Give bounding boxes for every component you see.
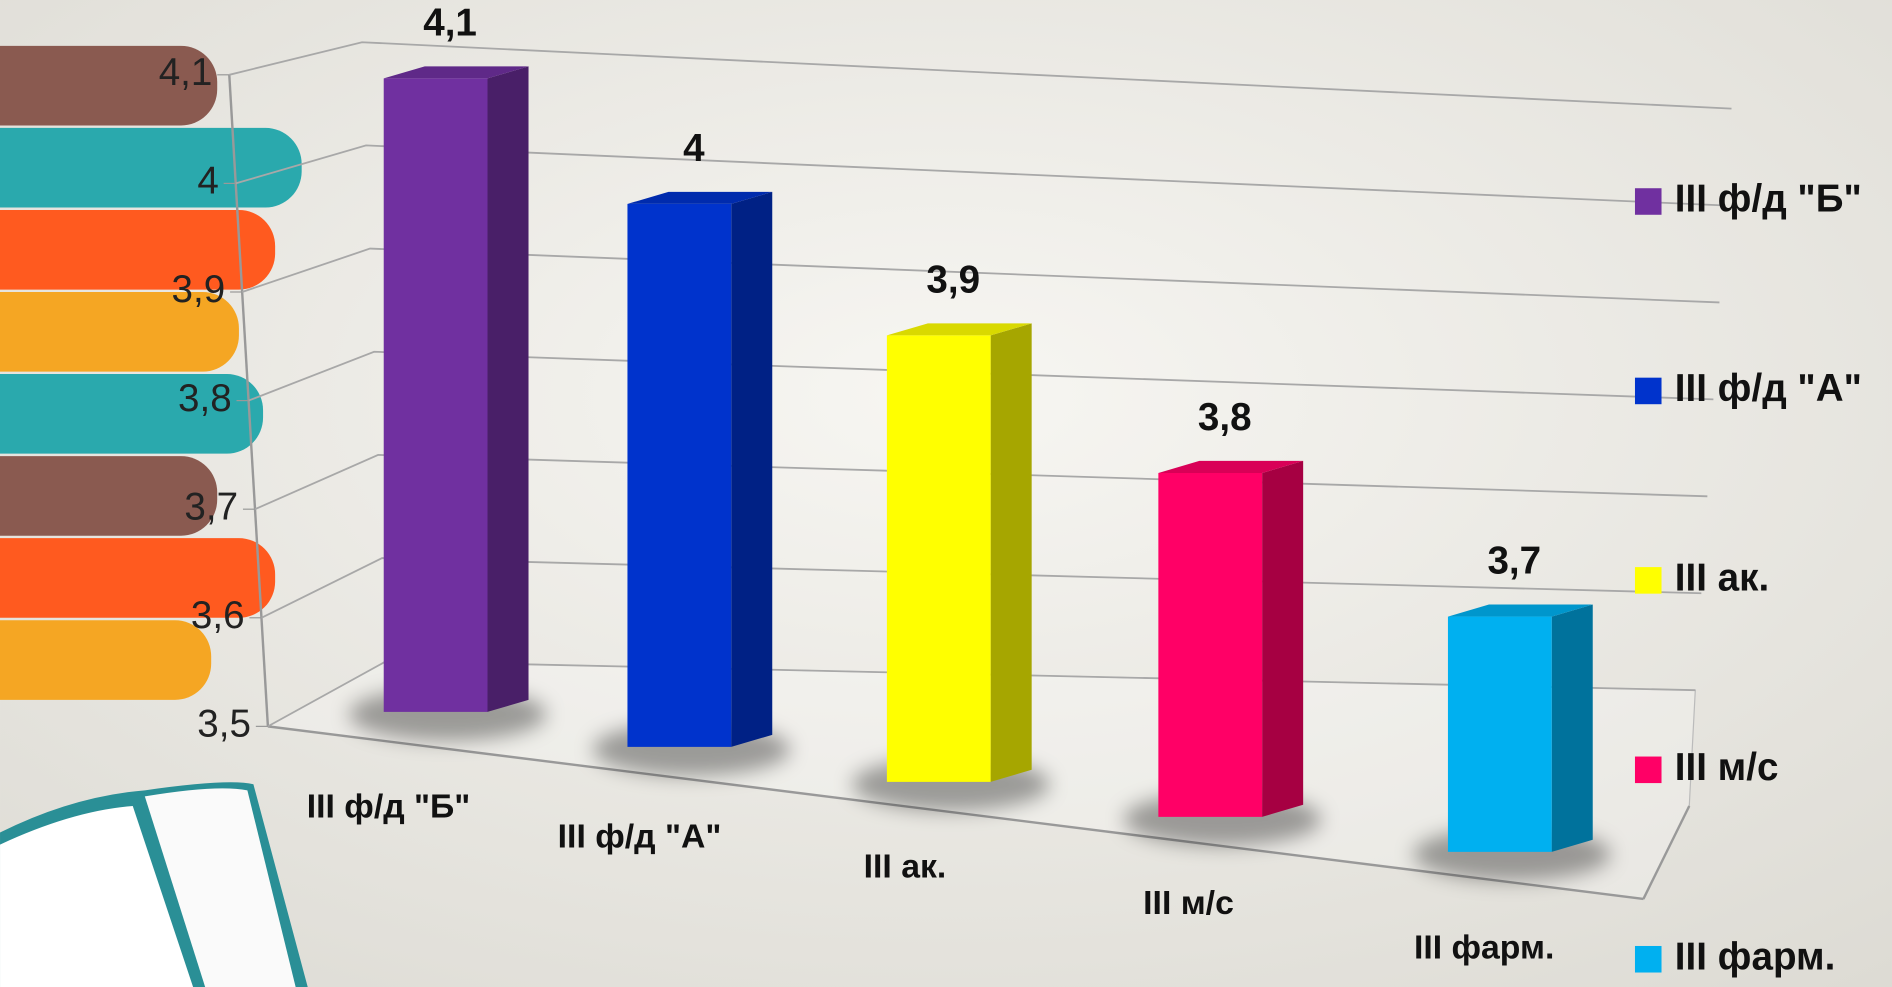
- x-tick-label: III м/с: [1143, 884, 1234, 922]
- y-tick-label: 3,6: [191, 594, 245, 637]
- y-tick-label: 3,8: [178, 377, 232, 420]
- legend-swatch: [1634, 377, 1662, 405]
- y-tick-label: 4: [197, 160, 218, 203]
- z-axis: [267, 725, 1644, 901]
- bar-top: [1447, 604, 1593, 617]
- legend-label: III фарм.: [1675, 935, 1836, 978]
- bar: [886, 335, 991, 782]
- legend-label: III м/с: [1675, 746, 1779, 789]
- value-label: 4: [683, 127, 705, 170]
- legend-swatch: [1634, 567, 1662, 594]
- floor-edge: [1642, 805, 1691, 900]
- grid-line: [248, 350, 1714, 402]
- bar: [1158, 472, 1263, 817]
- bar-top: [886, 323, 1032, 336]
- value-label: 3,7: [1487, 540, 1541, 583]
- legend-label: III ф/д "Б": [1675, 178, 1862, 221]
- bar-side: [1262, 460, 1304, 817]
- legend-swatch: [1634, 188, 1662, 215]
- bar-side: [731, 191, 773, 747]
- y-tick-label: 4,1: [159, 51, 213, 94]
- y-tick-label: 3,5: [197, 703, 251, 746]
- bar: [1447, 616, 1552, 852]
- open-book: [0, 782, 308, 987]
- value-label: 3,9: [926, 259, 980, 302]
- bar-side: [487, 66, 529, 712]
- x-tick-label: III ак.: [864, 848, 947, 886]
- bar-side: [990, 323, 1032, 782]
- grid-line: [229, 41, 1732, 110]
- grid-line: [241, 247, 1720, 304]
- legend-swatch: [1634, 945, 1662, 973]
- bar: [627, 203, 732, 747]
- bar-top: [627, 191, 773, 204]
- bar-top: [1158, 460, 1304, 473]
- y-tick-label: 3,9: [172, 268, 226, 311]
- value-label: 4,1: [423, 2, 477, 45]
- plot-area: 3,5 3,6 3,7 3,8 3,9 4 4,1 4,1 III ф/д "Б" III ф/д…: [159, 2, 1862, 979]
- x-tick-label: III ф/д "Б": [307, 787, 471, 825]
- bar: [383, 78, 488, 712]
- legend-label: III ак.: [1675, 557, 1769, 600]
- x-tick-label: III фарм.: [1414, 929, 1554, 967]
- book-stack: [0, 45, 302, 700]
- bar-side: [1551, 604, 1593, 852]
- value-label: 3,8: [1198, 396, 1252, 439]
- legend-label: III ф/д "А": [1675, 367, 1862, 410]
- y-tick-label: 3,7: [184, 485, 238, 528]
- grid-line: [235, 144, 1726, 207]
- legend-swatch: [1634, 756, 1662, 784]
- bar-top: [383, 66, 529, 79]
- x-tick-label: III ф/д "А": [558, 818, 722, 856]
